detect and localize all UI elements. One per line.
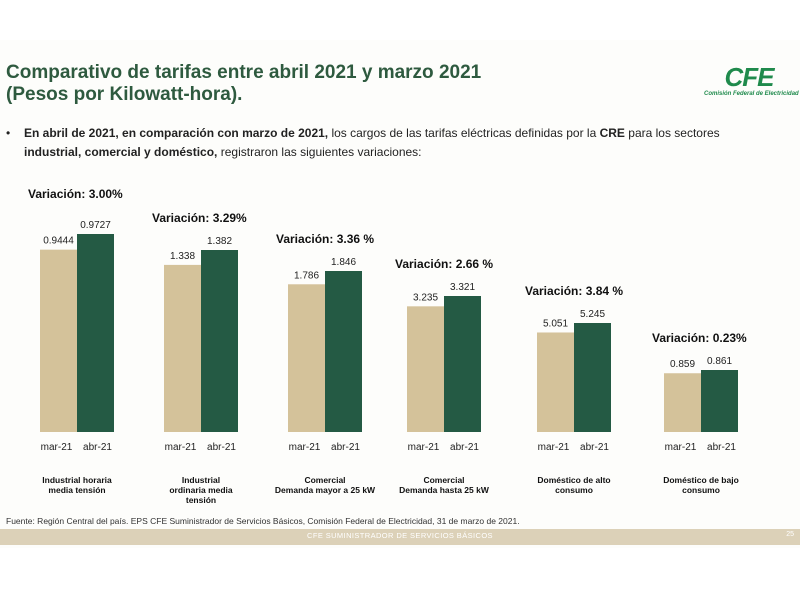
page-number: 25	[786, 531, 794, 538]
tick-label-mar: mar-21	[289, 442, 321, 453]
bullet-bold-2: CRE	[599, 126, 625, 140]
data-label-abr: 5.245	[580, 309, 605, 320]
tick-label-abr: abr-21	[331, 442, 360, 453]
category-label: Comercial	[304, 475, 345, 485]
slide: Comparativo de tarifas entre abril 2021 …	[0, 40, 800, 548]
data-label-abr: 0.9727	[80, 220, 111, 231]
tick-label-mar: mar-21	[41, 442, 73, 453]
title-line-2: (Pesos por Kilowatt-hora).	[6, 84, 243, 105]
bar-mar-21	[537, 332, 574, 432]
data-label-abr: 1.846	[331, 257, 356, 268]
data-label-mar: 0.859	[670, 359, 695, 370]
tick-label-abr: abr-21	[580, 442, 609, 453]
intro-bullet: • En abril de 2021, en comparación con m…	[6, 124, 776, 162]
footer-text: CFE SUMINISTRADOR DE SERVICIOS BÁSICOS	[307, 531, 493, 540]
variation-label: Variación: 3.84 %	[525, 284, 623, 298]
bar-abr-21	[325, 271, 362, 432]
variation-label: Variación: 2.66 %	[395, 257, 493, 271]
category-label: Doméstico de alto	[537, 475, 610, 485]
bar-mar-21	[288, 284, 325, 432]
category-label: tensión	[186, 495, 216, 505]
tick-label-abr: abr-21	[207, 442, 236, 453]
category-label: Doméstico de bajo	[663, 475, 739, 485]
tick-label-mar: mar-21	[165, 442, 197, 453]
tariff-bar-chart: 0.9444 0.9727 Variación: 3.00% mar-21 abr-21…	[28, 187, 747, 505]
bullet-icon: •	[6, 126, 11, 140]
data-label-abr: 0.861	[707, 356, 732, 367]
source-note: Fuente: Región Central del país. EPS CFE…	[6, 516, 520, 526]
tick-label-mar: mar-21	[665, 442, 697, 453]
variation-label: Variación: 3.29%	[152, 211, 247, 225]
bar-mar-21	[664, 373, 701, 432]
category-label: Industrial	[182, 475, 220, 485]
data-label-mar: 0.9444	[43, 236, 74, 247]
bullet-bold-3: industrial, comercial y doméstico,	[24, 145, 218, 159]
title-line-1: Comparativo de tarifas entre abril 2021 …	[6, 62, 482, 83]
data-label-mar: 1.338	[170, 251, 195, 262]
footer-bar: CFE SUMINISTRADOR DE SERVICIOS BÁSICOS 2…	[0, 529, 800, 545]
category-label: Demanda mayor a 25 kW	[275, 485, 376, 495]
tick-label-abr: abr-21	[450, 442, 479, 453]
tick-label-mar: mar-21	[408, 442, 440, 453]
data-label-mar: 3.235	[413, 292, 438, 303]
category-label: ordinaria media	[169, 485, 233, 495]
data-label-abr: 1.382	[207, 236, 232, 247]
variation-label: Variación: 3.00%	[28, 187, 123, 201]
bar-mar-21	[164, 264, 201, 432]
logo-mark: CFE	[724, 62, 775, 92]
category-label: consumo	[682, 485, 720, 495]
bullet-text-2: para los sectores	[624, 126, 720, 140]
cfe-logo: CFE Comisión Federal de Electricidad	[704, 62, 799, 98]
tick-label-abr: abr-21	[83, 442, 112, 453]
bar-mar-21	[407, 306, 444, 432]
bullet-bold-1: En abril de 2021, en comparación con mar…	[24, 126, 329, 140]
bar-abr-21	[201, 250, 238, 432]
data-label-abr: 3.321	[450, 282, 475, 293]
bar-abr-21	[77, 234, 114, 432]
bullet-text-1: los cargos de las tarifas eléctricas def…	[328, 126, 600, 140]
bar-abr-21	[444, 296, 481, 432]
bullet-text: En abril de 2021, en comparación con mar…	[24, 124, 776, 162]
category-label: media tensión	[48, 485, 105, 495]
tick-label-abr: abr-21	[707, 442, 736, 453]
bar-mar-21	[40, 249, 77, 432]
bar-abr-21	[701, 370, 738, 432]
category-label: Demanda hasta 25 kW	[399, 485, 490, 495]
variation-label: Variación: 0.23%	[652, 331, 747, 345]
logo-subtitle: Comisión Federal de Electricidad	[704, 91, 799, 97]
tick-label-mar: mar-21	[538, 442, 570, 453]
category-label: consumo	[555, 485, 593, 495]
bar-abr-21	[574, 323, 611, 432]
data-label-mar: 5.051	[543, 318, 568, 329]
category-label: Industrial horaria	[42, 475, 112, 485]
bullet-text-3: registraron las siguientes variaciones:	[217, 145, 422, 159]
category-label: Comercial	[423, 475, 464, 485]
page-title: Comparativo de tarifas entre abril 2021 …	[6, 62, 481, 106]
variation-label: Variación: 3.36 %	[276, 232, 374, 246]
data-label-mar: 1.786	[294, 270, 319, 281]
